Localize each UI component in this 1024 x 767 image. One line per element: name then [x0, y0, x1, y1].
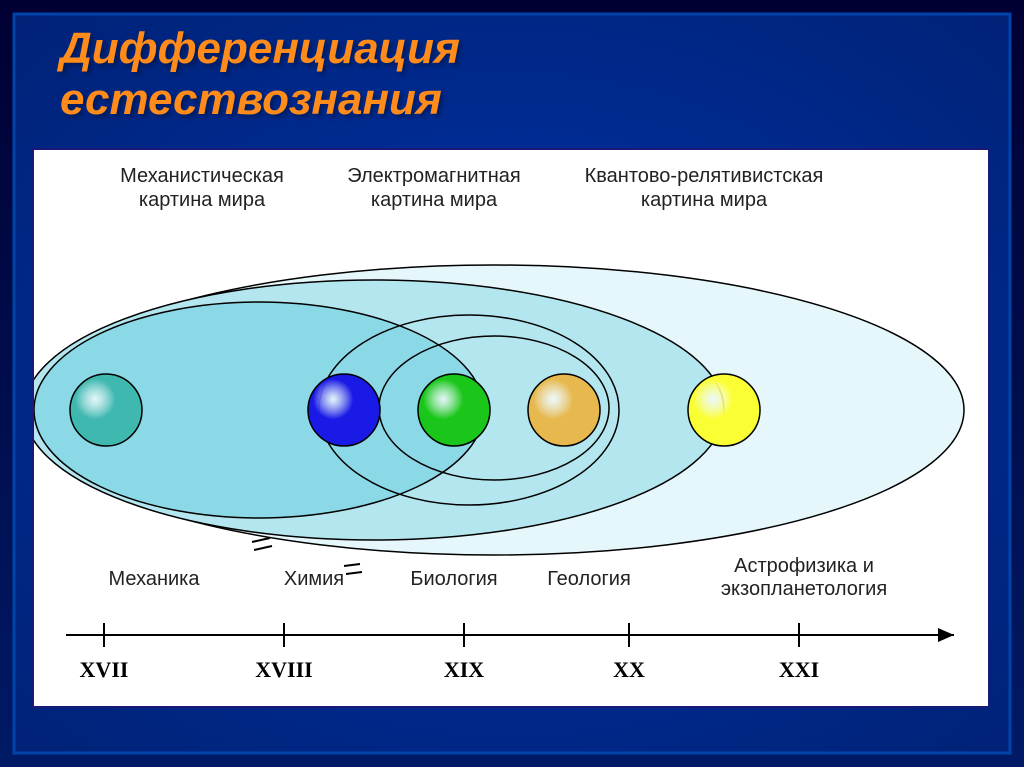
- era-label-2: Квантово-релятивистскаякартина мира: [584, 164, 824, 212]
- slide-root: Дифференциация естествознания Механистич…: [0, 0, 1024, 767]
- era-label-1: Электромагнитнаякартина мира: [314, 164, 554, 212]
- slide-title: Дифференциация естествознания: [60, 24, 460, 125]
- tick-label-2: XIX: [424, 657, 504, 683]
- title-line-2: естествознания: [60, 75, 442, 124]
- era-label-0: Механистическаякартина мира: [82, 164, 322, 212]
- diagram-svg: [34, 150, 992, 710]
- tick-label-1: XVIII: [244, 657, 324, 683]
- diagram-panel: Механистическаякартина мира Электромагни…: [32, 148, 990, 708]
- tick-label-0: XVII: [64, 657, 144, 683]
- sci-label-4: Астрофизика иэкзопланетология: [704, 555, 904, 601]
- tick-label-4: XXI: [759, 657, 839, 683]
- title-line-1: Дифференциация: [60, 24, 460, 73]
- sci-label-3: Геология: [489, 568, 689, 591]
- tick-label-3: XX: [589, 657, 669, 683]
